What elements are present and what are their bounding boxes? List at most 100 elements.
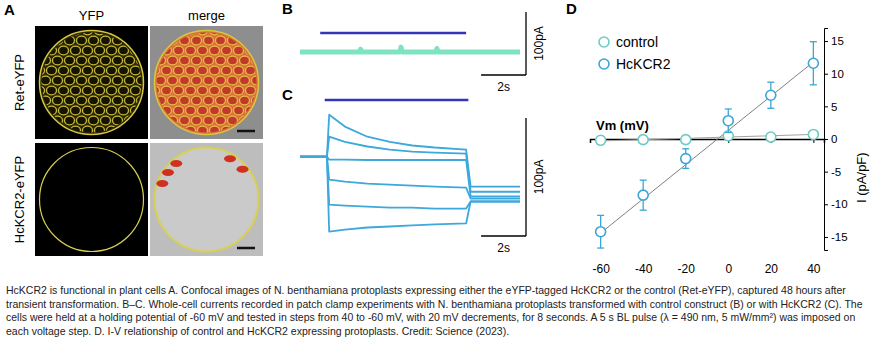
x-tick: -40: [635, 139, 653, 276]
error-bar-cap: [810, 41, 817, 42]
scale-bar-time: [481, 74, 526, 75]
cell-grid: [35, 26, 147, 135]
cell: [35, 106, 45, 115]
cell: [107, 86, 117, 95]
cell: [95, 106, 105, 115]
cell: [210, 46, 220, 55]
x-tick-label: 40: [807, 262, 821, 276]
cell: [119, 106, 129, 115]
traces: [300, 115, 520, 232]
cell: [222, 106, 232, 115]
y-tick-mark: [824, 41, 828, 42]
row-label: Ret-eYFP: [12, 54, 27, 111]
cell: [125, 56, 135, 65]
cell: [210, 126, 220, 135]
cell: [77, 76, 87, 85]
cell: [222, 66, 232, 75]
cell: [162, 106, 172, 115]
y-tick-label: 0: [831, 133, 837, 145]
y-tick-mark: [824, 237, 828, 238]
cell: [162, 86, 172, 95]
cell: [228, 76, 238, 85]
y-tick: -15: [824, 231, 848, 243]
x-tick: 0: [725, 139, 732, 276]
x-tick-label: -40: [635, 262, 653, 276]
cell: [83, 106, 93, 115]
cell: [71, 86, 81, 95]
cell: [186, 66, 196, 75]
cell: [186, 86, 196, 95]
micrograph: [150, 143, 263, 256]
y-axis-title: I (pA/pF): [854, 152, 869, 203]
legend: controlHcKCR2: [599, 34, 671, 72]
error-bar-cap: [597, 215, 604, 216]
cell: [204, 116, 214, 125]
error-bar-cap: [725, 108, 732, 109]
cell: [83, 26, 93, 35]
cell: [174, 46, 184, 55]
error-bar-cap: [725, 132, 732, 133]
cell: [156, 96, 166, 105]
cell: [125, 36, 135, 45]
cell: [83, 126, 93, 135]
light-pulse: [320, 32, 466, 35]
panel-label: D: [566, 0, 577, 17]
error-bar-cap: [682, 168, 689, 169]
cell: [198, 66, 208, 75]
y-tick-label: 5: [831, 101, 837, 113]
cell: [125, 96, 135, 105]
current-trace: [300, 137, 520, 192]
cell: [47, 126, 57, 135]
error-bar-cap: [640, 210, 647, 211]
cell: [47, 46, 57, 55]
cell: [246, 106, 256, 115]
cell: [101, 96, 111, 105]
cell: [210, 106, 220, 115]
data-point: [808, 58, 818, 68]
cell: [47, 86, 57, 95]
scale-bar-label: 2s: [497, 80, 510, 94]
cell: [168, 56, 178, 65]
cell: [168, 116, 178, 125]
chloroplast: [170, 160, 182, 167]
cell: [71, 126, 81, 135]
scale-bar-time: [481, 235, 526, 236]
cell: [216, 36, 226, 45]
y-tick: -5: [824, 166, 841, 178]
scale-bar-label: 100pA: [532, 26, 546, 61]
y-tick-label: -15: [831, 231, 848, 243]
cell: [252, 96, 262, 105]
cell: [47, 66, 57, 75]
panel-label: A: [4, 1, 15, 18]
fit-line: [601, 134, 814, 141]
cell: [89, 96, 99, 105]
cell: [174, 66, 184, 75]
x-tick-label: 20: [765, 262, 779, 276]
panel-label: B: [282, 0, 293, 17]
x-tick: 20: [765, 139, 779, 276]
cell: [192, 36, 202, 45]
cell: [35, 126, 45, 135]
cell: [35, 26, 45, 35]
error-bar-cap: [810, 84, 817, 85]
cell: [59, 26, 69, 35]
cell: [59, 86, 69, 95]
cell: [101, 56, 111, 65]
column-label: merge: [188, 8, 225, 23]
cell: [234, 26, 244, 35]
x-tick: -60: [592, 139, 610, 276]
cell: [65, 116, 75, 125]
micrograph: [35, 26, 149, 139]
x-axis-title: Vm (mV): [596, 118, 649, 133]
cell: [252, 116, 262, 125]
cell: [77, 116, 87, 125]
cell: [53, 116, 63, 125]
cell: [119, 126, 129, 135]
cell: [204, 96, 214, 105]
cell: [222, 26, 232, 35]
cell: [168, 36, 178, 45]
x-axis: -60-40-2002040: [591, 139, 825, 276]
cell: [59, 46, 69, 55]
column-label: YFP: [79, 8, 104, 23]
cell: [198, 106, 208, 115]
